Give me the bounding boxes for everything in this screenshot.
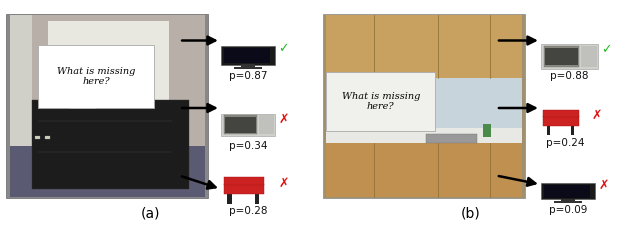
Bar xyxy=(225,117,255,133)
Text: ✗: ✗ xyxy=(278,113,289,126)
Bar xyxy=(581,46,596,67)
Bar xyxy=(543,46,579,67)
Text: p=0.87: p=0.87 xyxy=(228,71,268,81)
Bar xyxy=(426,134,477,143)
Text: p=0.88: p=0.88 xyxy=(550,71,589,81)
Bar xyxy=(547,125,550,135)
Bar xyxy=(10,146,205,197)
Text: p=0.09: p=0.09 xyxy=(549,205,587,215)
Bar xyxy=(554,201,582,202)
Text: (b): (b) xyxy=(461,207,480,220)
Bar xyxy=(35,136,40,139)
Bar xyxy=(227,193,232,204)
Bar xyxy=(326,78,522,133)
Bar xyxy=(10,15,32,146)
Bar xyxy=(221,114,275,136)
Bar xyxy=(323,14,525,198)
Bar xyxy=(255,193,259,204)
Text: What is missing
here?: What is missing here? xyxy=(57,67,135,86)
Text: p=0.28: p=0.28 xyxy=(228,206,268,216)
Bar xyxy=(223,47,270,63)
Text: p=0.24: p=0.24 xyxy=(545,138,584,148)
Bar xyxy=(10,15,205,146)
Bar xyxy=(223,177,264,185)
Bar xyxy=(561,199,575,202)
Bar xyxy=(45,136,50,139)
Bar xyxy=(241,64,255,69)
Text: ✗: ✗ xyxy=(278,177,289,190)
Bar xyxy=(48,21,169,128)
Bar xyxy=(32,100,189,189)
Bar xyxy=(223,184,264,194)
Bar xyxy=(326,15,522,78)
Bar xyxy=(221,46,275,65)
Bar xyxy=(541,44,598,69)
Bar xyxy=(38,45,154,108)
Bar xyxy=(326,72,435,130)
Text: (a): (a) xyxy=(141,207,160,220)
Bar xyxy=(70,101,96,109)
Bar xyxy=(6,14,208,198)
Bar xyxy=(545,48,578,65)
Text: ✗: ✗ xyxy=(598,179,609,192)
Bar xyxy=(259,115,273,134)
Bar xyxy=(326,128,522,143)
Text: What is missing
here?: What is missing here? xyxy=(342,92,420,111)
Bar xyxy=(543,116,579,126)
Bar xyxy=(543,185,590,198)
Text: ✓: ✓ xyxy=(278,42,289,55)
Text: p=0.34: p=0.34 xyxy=(228,141,268,151)
Bar xyxy=(541,183,595,199)
Bar xyxy=(483,124,491,137)
Bar xyxy=(571,125,575,135)
Text: ✗: ✗ xyxy=(592,109,602,122)
Bar xyxy=(543,110,579,117)
Text: ✓: ✓ xyxy=(602,44,612,56)
Bar xyxy=(326,142,522,197)
Bar xyxy=(223,115,257,134)
Bar xyxy=(234,67,262,69)
